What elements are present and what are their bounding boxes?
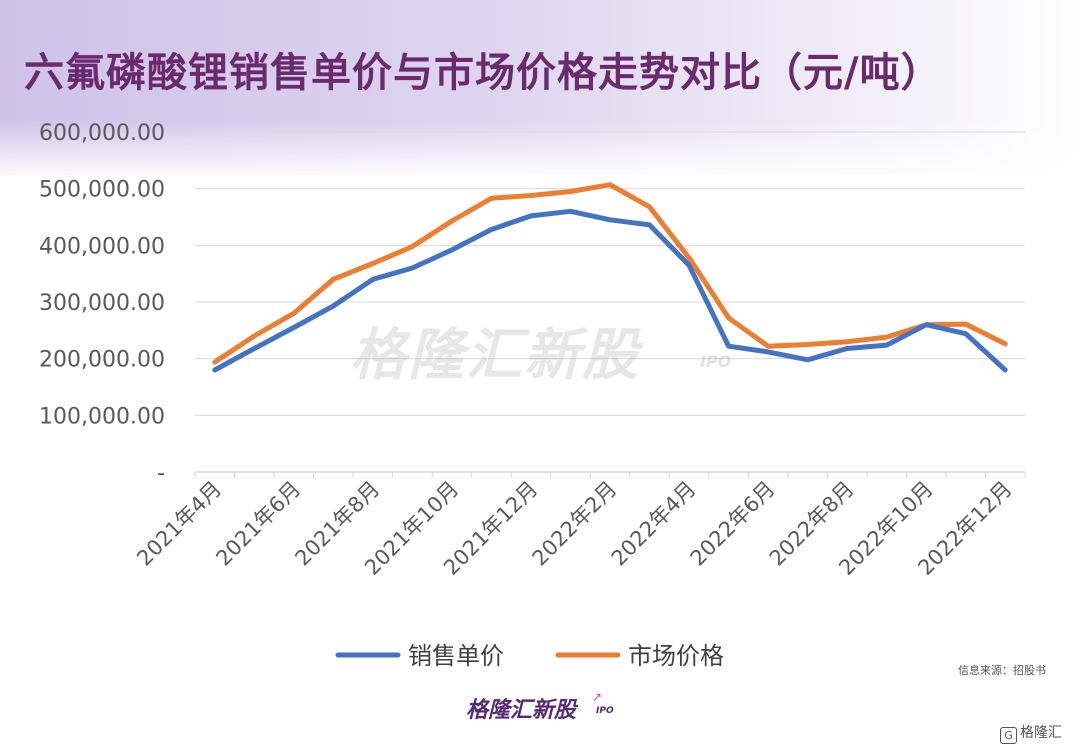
x-tick-label: 2022年2月 <box>528 477 622 571</box>
y-tick-label: 500,000.00 <box>39 178 165 203</box>
corner-logo: G 格隆汇 <box>1000 722 1062 744</box>
corner-logo-icon: G <box>1000 727 1017 744</box>
legend-label: 市场价格 <box>628 642 724 670</box>
source-note: 信息来源：招股书 <box>958 664 1046 677</box>
y-tick-label: 200,000.00 <box>39 348 165 373</box>
y-tick-label: 300,000.00 <box>39 291 165 316</box>
watermark-text: 格隆汇新股 <box>350 323 640 388</box>
legend-label: 销售单价 <box>408 642 504 670</box>
y-tick-label: 400,000.00 <box>39 234 165 259</box>
series-line-sales <box>212 208 1008 373</box>
brand-logo: 格隆汇新股 <box>466 698 577 723</box>
y-tick-label: 100,000.00 <box>39 404 165 429</box>
x-tick-label: 2022年4月 <box>607 477 701 571</box>
x-tick-label: 2021年6月 <box>211 477 305 571</box>
brand-logo-sub: IPO <box>596 706 614 716</box>
series-line-market <box>212 182 1008 365</box>
x-tick-label: 2022年6月 <box>686 477 780 571</box>
watermark-sub-text: IPO <box>700 352 732 371</box>
chart-title: 六氟磷酸锂销售单价与市场价格走势对比（元/吨） <box>24 49 942 96</box>
y-tick-label: 600,000.00 <box>39 121 165 146</box>
brand-arrow-icon: ↗ <box>592 690 603 704</box>
x-tick-label: 2021年4月 <box>132 477 226 571</box>
y-tick-label: - <box>157 461 165 486</box>
header-fade <box>0 120 1080 180</box>
corner-logo-text: 格隆汇 <box>1020 725 1062 741</box>
